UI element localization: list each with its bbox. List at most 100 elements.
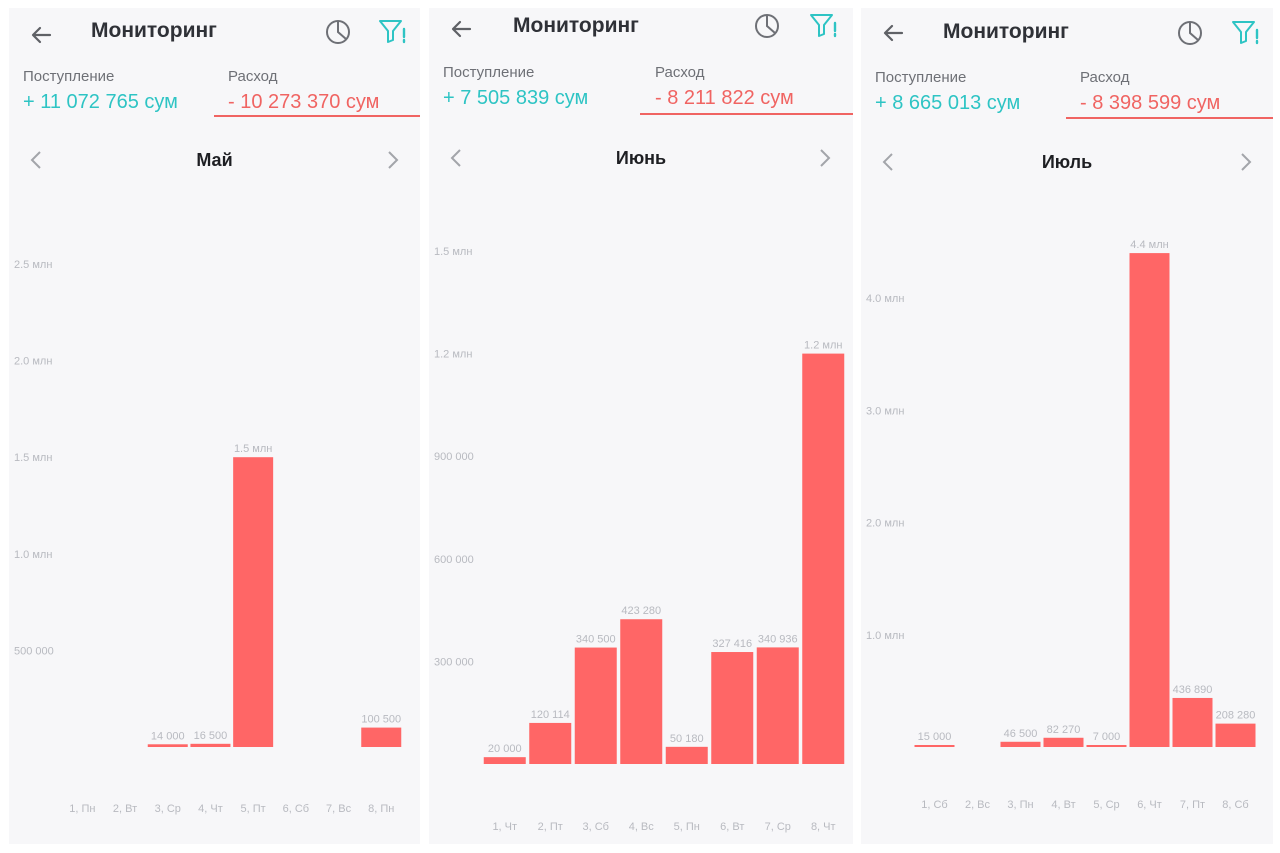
month-label: Май: [196, 150, 233, 170]
bar: [1043, 737, 1084, 747]
expense-bar-chart: 300 000 600 000 900 000 1.2 млн 1.5 млн 20 00…: [434, 246, 845, 833]
y-tick-label: 2.0 млн: [866, 518, 904, 530]
bar: [483, 757, 526, 764]
header: Мониторинг: [429, 8, 853, 60]
x-tick-label: 4, Вт: [1051, 799, 1075, 811]
y-tick-label: 1.0 млн: [14, 549, 52, 561]
x-tick-label: 1, Чт: [492, 821, 517, 833]
income-value: + 8 665 013 сум: [875, 92, 1021, 114]
page-title: Мониторинг: [513, 14, 639, 37]
x-tick-label: 7, Ср: [765, 821, 791, 833]
x-tick-label: 5, Пн: [674, 821, 700, 833]
chevron-right-icon[interactable]: [814, 146, 836, 170]
bar: [1086, 745, 1127, 747]
y-tick-label: 4.0 млн: [866, 293, 904, 305]
expense-value[interactable]: - 8 211 822 сум: [655, 87, 794, 109]
expense-tab-indicator: [1066, 117, 1273, 119]
x-tick-label: 4, Чт: [198, 803, 223, 815]
x-tick-label: 8, Сб: [1222, 799, 1248, 811]
x-tick-label: 4, Вс: [629, 821, 655, 833]
y-tick-label: 300 000: [434, 656, 474, 668]
expense-label[interactable]: Расход: [1080, 69, 1130, 86]
bar: [802, 353, 845, 764]
bar-value-label: 46 500: [1004, 728, 1038, 740]
y-tick-label: 1.0 млн: [866, 630, 904, 642]
x-tick-label: 8, Чт: [811, 821, 836, 833]
income-value: + 7 505 839 сум: [443, 87, 589, 109]
x-tick-label: 5, Ср: [1093, 799, 1119, 811]
y-tick-label: 900 000: [434, 451, 474, 463]
y-tick-label: 600 000: [434, 554, 474, 566]
bar-value-label: 16 500: [194, 730, 228, 742]
filter-alert-icon[interactable]: [1230, 17, 1260, 47]
monitoring-screen-may: Мониторинг Поступление + 11 072 765 сум …: [9, 8, 420, 844]
month-label: Июнь: [615, 148, 667, 168]
chevron-right-icon[interactable]: [1235, 150, 1257, 174]
page-title: Мониторинг: [91, 19, 217, 42]
x-tick-label: 7, Вс: [326, 803, 352, 815]
arrow-left-icon[interactable]: [25, 18, 59, 52]
expense-value[interactable]: - 10 273 370 сум: [228, 91, 380, 113]
bar-value-label: 82 270: [1047, 724, 1081, 736]
pie-chart-icon[interactable]: [323, 17, 353, 47]
y-tick-label: 500 000: [14, 645, 54, 657]
x-tick-label: 2, Пт: [538, 821, 563, 833]
income-label: Поступление: [875, 69, 967, 86]
bar: [147, 744, 188, 747]
x-tick-label: 1, Сб: [921, 799, 947, 811]
bar: [665, 746, 708, 764]
bar-value-label: 20 000: [488, 743, 522, 755]
x-tick-label: 6, Вт: [720, 821, 744, 833]
x-tick-label: 2, Вт: [113, 803, 137, 815]
bar: [1172, 697, 1213, 747]
bar: [574, 647, 617, 764]
month-switcher: Май: [9, 146, 420, 176]
x-tick-label: 3, Пн: [1007, 799, 1033, 811]
bar: [914, 745, 955, 747]
chevron-left-icon[interactable]: [25, 148, 47, 172]
x-tick-label: 1, Пн: [69, 803, 95, 815]
pie-chart-icon[interactable]: [1175, 18, 1205, 48]
month-label: Июль: [1041, 152, 1093, 172]
bar-value-label: 14 000: [151, 730, 185, 742]
arrow-left-icon[interactable]: [445, 12, 479, 46]
bar-value-label: 340 500: [576, 634, 616, 646]
expense-label[interactable]: Расход: [228, 68, 278, 85]
expense-tab-indicator: [214, 115, 420, 117]
expense-bar-chart: 1.0 млн 2.0 млн 3.0 млн 4.0 млн 15 000 1, Сб 2…: [866, 239, 1256, 811]
bar: [361, 727, 402, 747]
bar: [711, 652, 754, 764]
bar-value-label: 50 180: [670, 733, 704, 745]
x-tick-label: 6, Сб: [283, 803, 309, 815]
y-tick-label: 3.0 млн: [866, 405, 904, 417]
x-tick-label: 7, Пт: [1180, 799, 1205, 811]
chevron-left-icon[interactable]: [877, 150, 899, 174]
bar-value-label: 340 936: [758, 633, 798, 645]
bar-value-label: 7 000: [1093, 731, 1121, 743]
y-tick-label: 2.5 млн: [14, 259, 52, 271]
monitoring-screen-july: Мониторинг Поступление + 8 665 013 сум Р…: [861, 8, 1273, 844]
bar-value-label: 1.5 млн: [234, 443, 272, 455]
month-switcher: Июль: [861, 148, 1273, 178]
expense-value[interactable]: - 8 398 599 сум: [1080, 92, 1221, 114]
pie-chart-icon[interactable]: [752, 11, 782, 41]
filter-alert-icon[interactable]: [377, 16, 407, 46]
expense-tab-indicator: [640, 113, 853, 115]
chevron-right-icon[interactable]: [382, 148, 404, 172]
filter-alert-icon[interactable]: [808, 10, 838, 40]
income-label: Поступление: [23, 68, 115, 85]
x-tick-label: 2, Вс: [965, 799, 991, 811]
bar: [756, 647, 799, 764]
chevron-left-icon[interactable]: [445, 146, 467, 170]
bar: [190, 743, 231, 747]
bar: [620, 619, 663, 764]
x-tick-label: 5, Пт: [241, 803, 266, 815]
expense-label[interactable]: Расход: [655, 64, 705, 81]
expense-bar-chart: 500 000 1.0 млн 1.5 млн 2.0 млн 2.5 млн 1, Пн…: [14, 259, 402, 815]
arrow-left-icon[interactable]: [877, 16, 911, 50]
bar-value-label: 1.2 млн: [804, 340, 842, 352]
x-tick-label: 3, Ср: [155, 803, 181, 815]
page-title: Мониторинг: [943, 20, 1069, 43]
bar: [1129, 253, 1170, 747]
monitoring-screen-june: Мониторинг Поступление + 7 505 839 сум Р…: [429, 8, 853, 844]
